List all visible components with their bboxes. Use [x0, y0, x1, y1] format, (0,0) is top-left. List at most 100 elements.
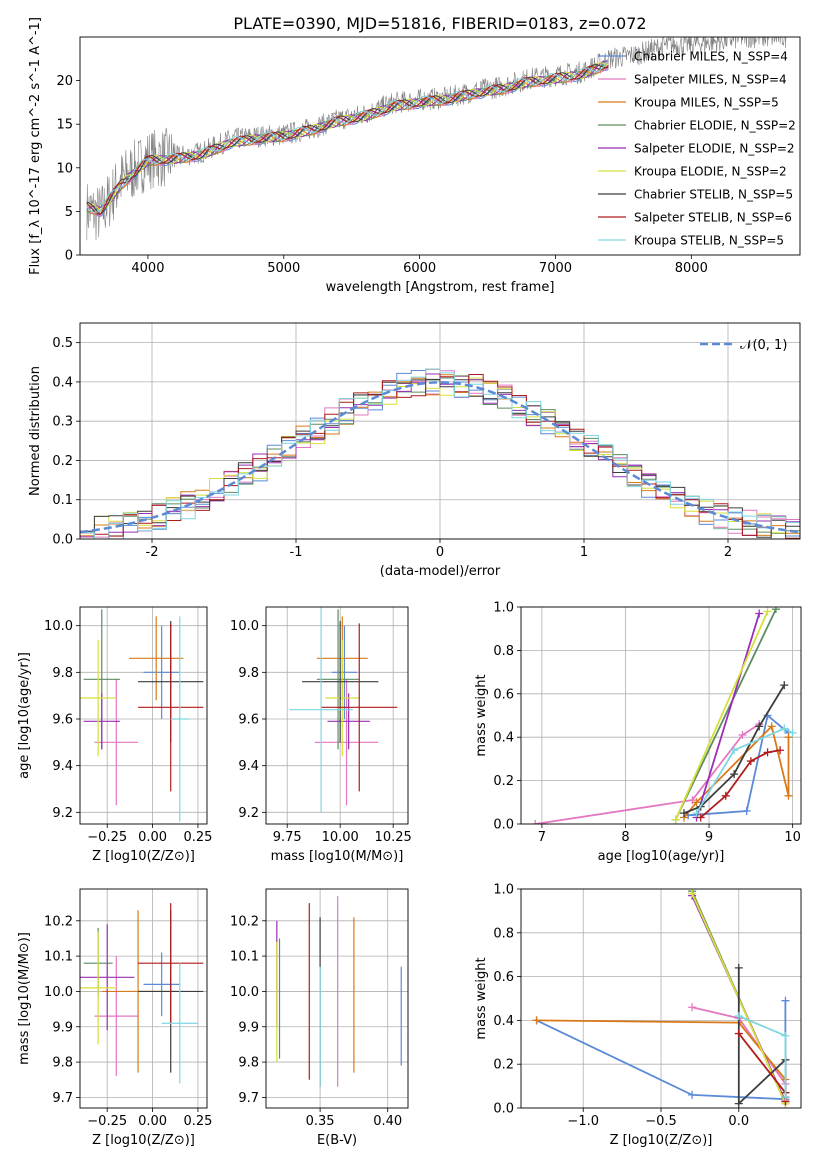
- plus-marker: [671, 815, 680, 824]
- chart-residual_histogram: -2 -1 0 1 2 0.0 0.1 0.2 0.3 0.4 0.5 (data-model)/er…: [28, 322, 801, 579]
- mass-weight-line: [683, 724, 790, 819]
- mass-weight-line: [695, 613, 761, 818]
- y-tick-label: 10.1: [44, 950, 73, 965]
- plus-marker: [781, 1031, 790, 1040]
- y-tick-label: 0.3: [52, 415, 73, 430]
- plus-marker: [688, 796, 697, 805]
- legend-entry: Salpeter MILES, N_SSP=4: [634, 73, 787, 87]
- plus-marker: [755, 722, 764, 731]
- legend-entry: Chabrier STELIB, N_SSP=5: [634, 188, 793, 202]
- histogram-series-line: [80, 378, 800, 538]
- model-spectrum-line: [86, 62, 609, 212]
- x-tick-label: 8: [621, 830, 629, 845]
- y-tick-label: 10.0: [230, 619, 259, 634]
- x-tick-label: 0.40: [373, 1114, 402, 1129]
- plus-marker: [780, 724, 789, 733]
- plus-marker: [734, 1029, 743, 1038]
- x-tick-label: −0.5: [645, 1114, 677, 1129]
- y-tick-label: 9.9: [238, 1020, 259, 1035]
- x-tick-label: 7000: [539, 261, 572, 276]
- plus-marker: [781, 1093, 790, 1102]
- observed-spectrum-line: [86, 37, 787, 241]
- y-axis-label: Flux [f_λ 10^-17 erg cm^-2 s^-1 A^-1]: [28, 17, 43, 275]
- y-tick-label: 9.6: [52, 713, 73, 728]
- plus-marker: [784, 733, 793, 742]
- plus-marker: [730, 746, 739, 755]
- legend-entry: Kroupa STELIB, N_SSP=5: [634, 234, 784, 248]
- y-axis-label: mass weight: [474, 674, 489, 756]
- x-tick-label: 1: [580, 545, 588, 560]
- x-tick-label: 4000: [131, 261, 164, 276]
- x-tick-label: 0.25: [183, 830, 212, 845]
- chart-massweight_vs_age: 7 8 9 10 0.0 0.2 0.4 0.6 0.8 1.0 age [log10(age/yr…: [474, 601, 802, 864]
- chart-mass_vs_Z: −0.25 0.00 0.25 9.7 9.8 9.9 10.0 10.1 10.2 Z [log…: [17, 888, 212, 1148]
- y-tick-label: 0.2: [493, 1058, 514, 1073]
- axes-frame: [265, 606, 409, 825]
- figure-title: PLATE=0390, MJD=51816, FIBERID=0183, z=0…: [233, 14, 646, 33]
- y-tick-label: 0.0: [493, 818, 514, 833]
- y-tick-label: 0.6: [493, 970, 514, 985]
- plus-marker: [755, 609, 764, 618]
- x-tick-label: -2: [146, 545, 159, 560]
- y-axis-label: Normed distribution: [28, 366, 43, 496]
- y-tick-label: 9.8: [52, 1056, 73, 1071]
- x-axis-label: wavelength [Angstrom, rest frame]: [326, 280, 555, 295]
- y-tick-label: 0.8: [493, 926, 514, 941]
- y-tick-label: 10.1: [230, 950, 259, 965]
- plus-marker: [780, 681, 789, 690]
- plus-marker: [696, 813, 705, 822]
- model-spectrum-line: [86, 61, 609, 215]
- x-tick-label: −1.0: [567, 1114, 599, 1129]
- y-tick-label: 0.0: [52, 533, 73, 548]
- legend-entry: Kroupa MILES, N_SSP=5: [634, 96, 779, 110]
- plus-marker: [679, 809, 688, 818]
- y-tick-label: 9.6: [238, 713, 259, 728]
- y-tick-label: 1.0: [493, 601, 514, 616]
- axes-frame: [520, 606, 802, 825]
- y-axis-label: mass weight: [474, 957, 489, 1039]
- x-tick-label: 10.25: [375, 830, 412, 845]
- x-tick-label: 0.35: [306, 1114, 335, 1129]
- plus-marker: [688, 1003, 697, 1012]
- x-tick-label: −0.25: [87, 1114, 127, 1129]
- x-axis-label: mass [log10(M/M⊙)]: [271, 849, 404, 864]
- axes-frame: [79, 888, 208, 1109]
- plot-area-residual_histogram: [80, 368, 800, 539]
- mass-weight-line: [535, 723, 760, 824]
- plus-marker: [742, 806, 751, 815]
- axes-frame: [79, 36, 801, 256]
- mass-weight-line: [688, 713, 790, 817]
- y-tick-label: 10.0: [230, 985, 259, 1000]
- plus-marker: [738, 731, 747, 740]
- plus-marker: [767, 722, 776, 731]
- y-tick-label: 9.8: [238, 666, 259, 681]
- y-tick-label: 9.8: [238, 1056, 259, 1071]
- y-tick-label: 0: [65, 249, 73, 264]
- legend-entry: Salpeter STELIB, N_SSP=6: [634, 211, 792, 225]
- y-tick-label: 10.2: [44, 914, 73, 929]
- x-axis-label: (data-model)/error: [380, 564, 501, 579]
- y-tick-label: 5: [65, 205, 73, 220]
- axes-frame: [79, 322, 801, 540]
- plus-marker: [531, 820, 540, 824]
- x-tick-label: 10.00: [322, 830, 359, 845]
- y-tick-label: 9.8: [52, 666, 73, 681]
- y-tick-label: 0.2: [493, 774, 514, 789]
- plot-area-massweight_vs_age: [531, 607, 797, 824]
- mass-weight-line: [695, 727, 794, 814]
- plus-marker: [781, 996, 790, 1005]
- x-tick-label: 5000: [267, 261, 300, 276]
- y-tick-label: 0.8: [493, 644, 514, 659]
- axes-frame: [265, 888, 409, 1109]
- plus-marker: [746, 757, 755, 766]
- chart-mass_vs_EBV: 0.35 0.40 9.7 9.8 9.9 10.0 10.1 10.2 E(B-V): [230, 888, 409, 1148]
- plus-marker: [532, 1016, 541, 1025]
- plot-area-massweight_vs_Z: [532, 889, 790, 1108]
- histogram-series-line: [80, 377, 800, 539]
- y-tick-label: 0.2: [52, 454, 73, 469]
- chart-spectrum: 4000 5000 6000 7000 8000 0 5 10 15 20 wavelength […: [28, 17, 801, 295]
- x-axis-label: E(B-V): [317, 1133, 357, 1148]
- plus-marker: [763, 748, 772, 757]
- y-tick-label: 0.4: [493, 731, 514, 746]
- legend-entry: Chabrier MILES, N_SSP=4: [634, 50, 788, 64]
